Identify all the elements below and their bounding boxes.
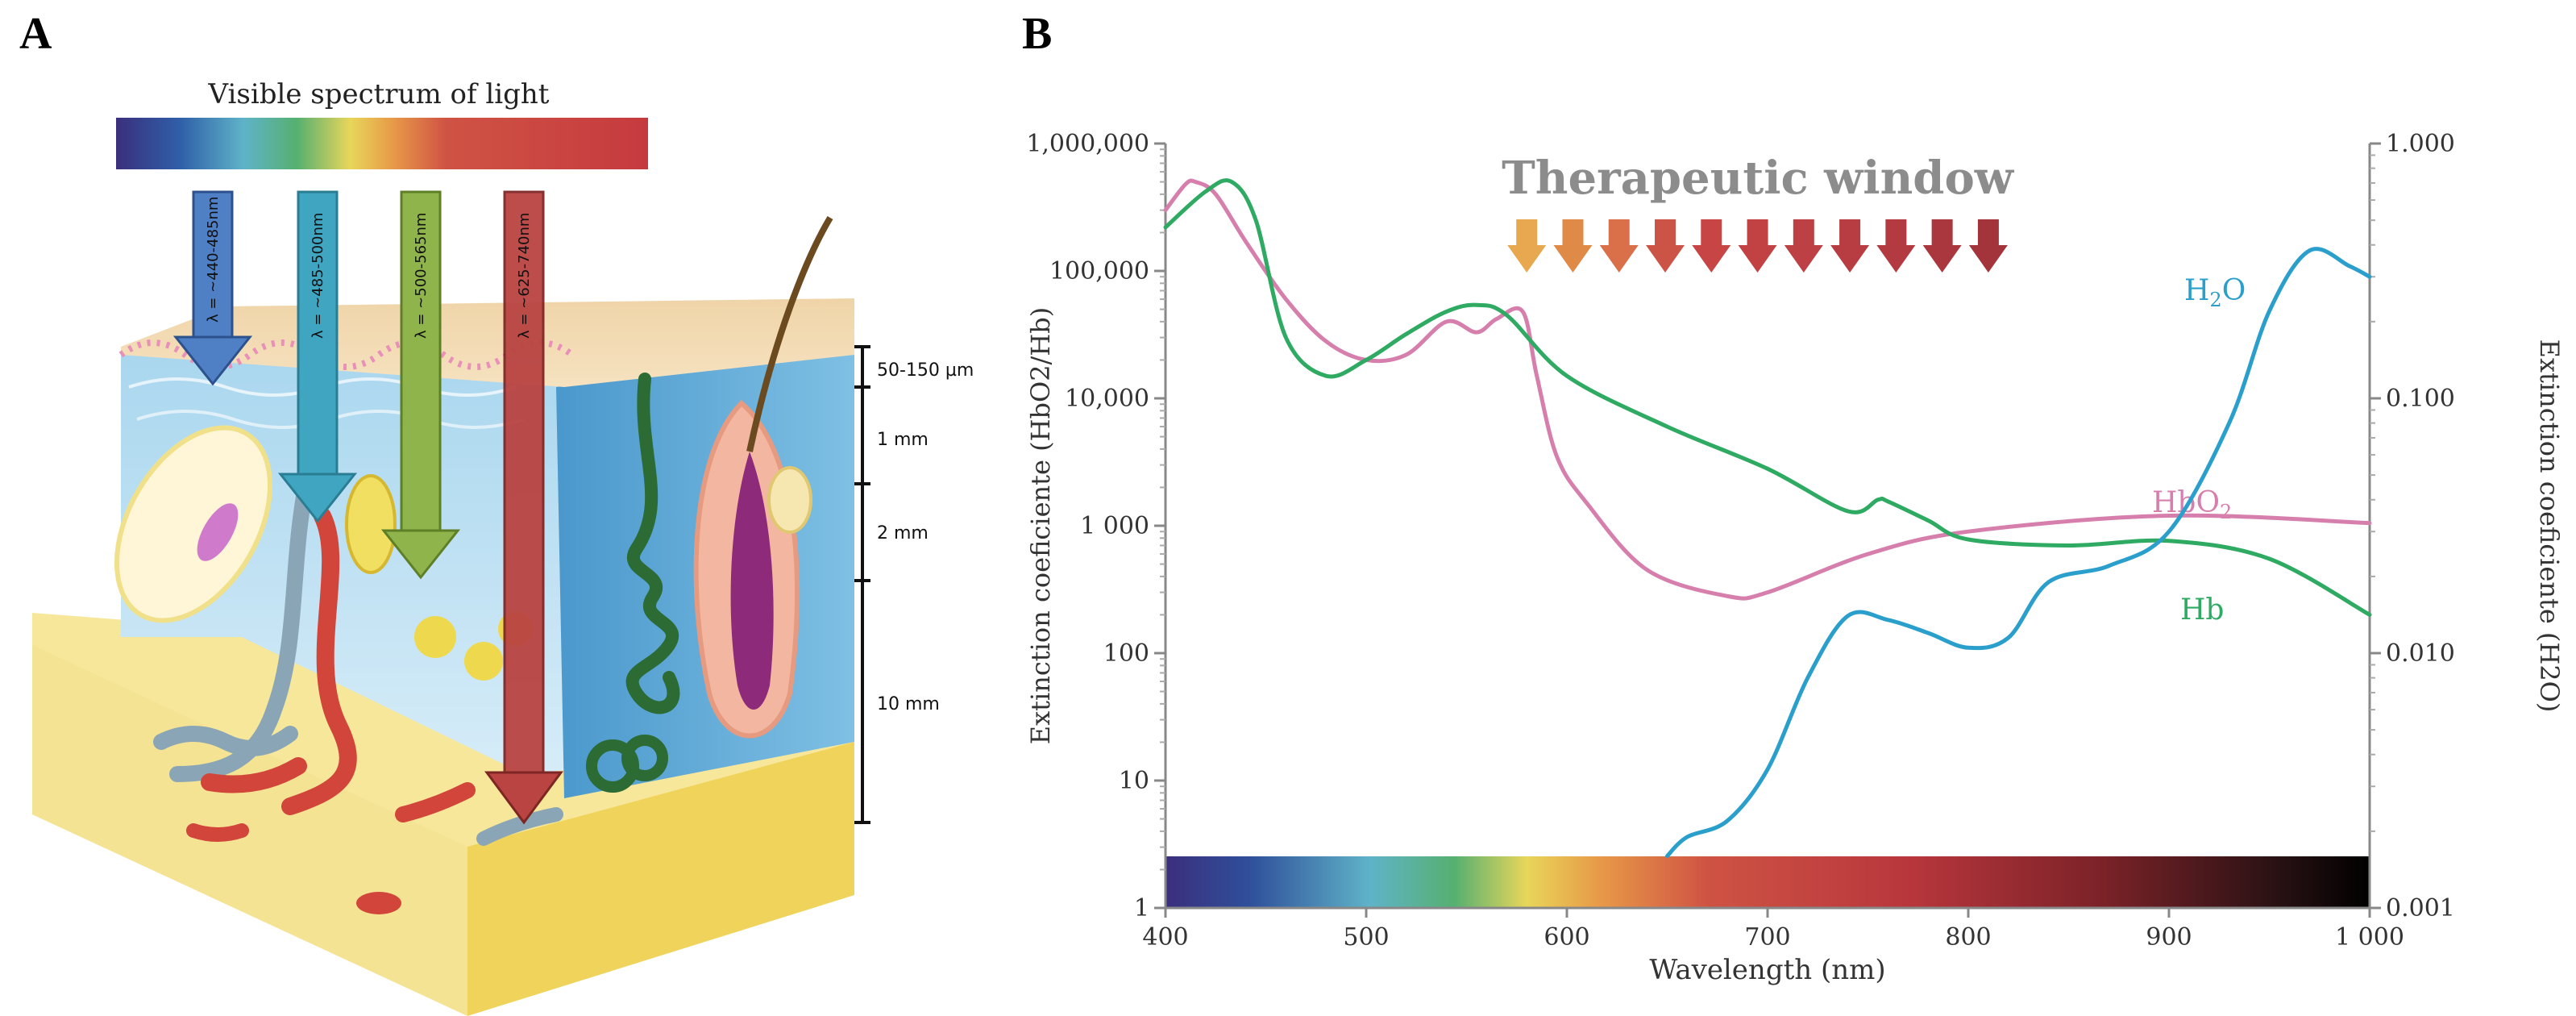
therapeutic-arrow-0 xyxy=(1507,219,1547,273)
beam-label-3: λ = ~500-565nm xyxy=(413,213,430,339)
vein xyxy=(169,476,314,782)
visible-spectrum-bar xyxy=(116,118,648,169)
x-tick-label-0: 400 xyxy=(1142,923,1188,951)
gland xyxy=(414,616,456,658)
therapeutic-window-label: Therapeutic window xyxy=(1502,152,2015,205)
therapeutic-arrow-9 xyxy=(1922,219,1962,273)
skin-illustration: Visible spectrum of light λ = ~440-485nm xyxy=(32,78,974,1016)
y-left-tick-label-6: 1,000,000 xyxy=(1026,130,1149,158)
therapeutic-arrow-4 xyxy=(1692,219,1731,273)
hypodermis-right xyxy=(467,742,854,1016)
chart-spectrum-bar xyxy=(1165,856,2370,908)
x-tick-label-4: 800 xyxy=(1945,923,1991,951)
y-axis-label-left: Extinction coeficiente (HbO2/Hb) xyxy=(1025,307,1056,744)
y-right-tick-label-3: 1.000 xyxy=(2386,130,2455,158)
series-line-HbO2 xyxy=(1163,178,2372,601)
plot-area: 400 500 600 700 800 900 1 000 1 10 100 1 000 10,000… xyxy=(1025,130,2565,986)
depth-label-1: 50-150 µm xyxy=(877,360,974,381)
light-beam-1: λ = ~440-485nm xyxy=(172,190,253,386)
sweat-gland xyxy=(625,373,680,714)
depth-label-4: 10 mm xyxy=(877,694,940,714)
y-left-tick-label-2: 100 xyxy=(1103,639,1149,668)
x-tick-label-6: 1 000 xyxy=(2335,923,2404,951)
depth-label-3: 2 mm xyxy=(877,523,929,543)
y-right-tick-label-2: 0.100 xyxy=(2386,385,2455,413)
hypodermis-top xyxy=(32,613,854,1016)
therapeutic-arrow-6 xyxy=(1784,219,1823,273)
depth-label-2: 1 mm xyxy=(877,430,929,450)
absorption-chart: 400 500 600 700 800 900 1 000 1 10 100 1 000 10,000… xyxy=(1025,130,2565,986)
y-right-tick-label-0: 0.001 xyxy=(2386,894,2455,922)
therapeutic-arrow-10 xyxy=(1968,219,2008,273)
artery xyxy=(281,507,357,815)
series-line-Hb xyxy=(1163,178,2372,617)
y-left-tick-label-3: 1 000 xyxy=(1080,512,1149,540)
y-left-tick-label-5: 100,000 xyxy=(1049,257,1149,285)
therapeutic-arrow-5 xyxy=(1738,219,1777,273)
y-axis-label-right: Extinction coeficiente (H2O) xyxy=(2534,339,2565,713)
y-left-tick-label-1: 10 xyxy=(1119,767,1149,795)
x-tick-label-1: 500 xyxy=(1343,923,1389,951)
y-left-tick-label-4: 10,000 xyxy=(1065,385,1149,413)
hair-shaft xyxy=(746,215,833,452)
x-tick-label-2: 600 xyxy=(1544,923,1589,951)
x-axis-label: Wavelength (nm) xyxy=(1649,954,1885,986)
y-left-tick-label-0: 1 xyxy=(1134,894,1149,922)
y-right-tick-label-1: 0.010 xyxy=(2386,639,2455,668)
x-tick-label-5: 900 xyxy=(2146,923,2192,951)
series-label-Hb: Hb xyxy=(2180,593,2224,627)
beam-label-4: λ = ~625-740nm xyxy=(516,213,533,339)
x-tick-label-3: 700 xyxy=(1744,923,1790,951)
beam-label-2: λ = ~485-500nm xyxy=(310,213,326,339)
light-beam-4: λ = ~625-740nm xyxy=(484,190,563,825)
therapeutic-arrow-2 xyxy=(1599,219,1639,273)
therapeutic-arrow-1 xyxy=(1553,219,1593,273)
light-beam-2: λ = ~485-500nm xyxy=(277,190,358,523)
spectrum-label: Visible spectrum of light xyxy=(208,78,550,110)
panel-letter-a: A xyxy=(19,9,52,59)
series-label-H2O: H2O xyxy=(2184,274,2246,311)
therapeutic-arrow-8 xyxy=(1876,219,1916,273)
therapeutic-arrow-3 xyxy=(1646,219,1685,273)
series-label-HbO2: HbO2 xyxy=(2152,486,2232,523)
pacinian-corpuscle xyxy=(114,425,272,623)
series-line-H2O xyxy=(1665,247,2372,858)
panel-letter-b: B xyxy=(1022,9,1053,59)
light-beam-3: λ = ~500-565nm xyxy=(380,190,461,580)
hypodermis-front xyxy=(32,645,467,1016)
depth-scale xyxy=(854,345,870,824)
therapeutic-arrow-7 xyxy=(1830,219,1870,273)
beam-label-1: λ = ~440-485nm xyxy=(205,197,222,323)
